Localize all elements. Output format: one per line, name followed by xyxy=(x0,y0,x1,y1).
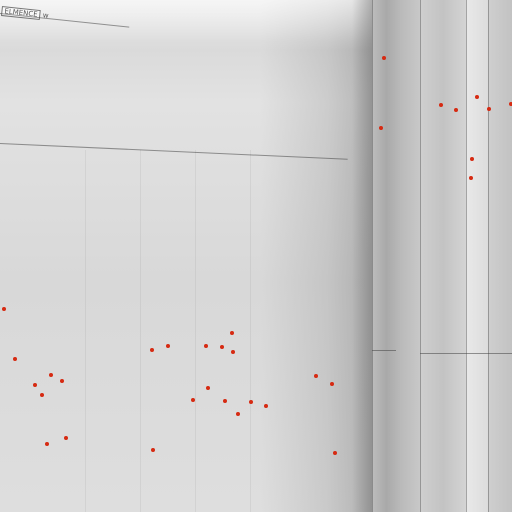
red-dot xyxy=(206,386,210,390)
red-dot xyxy=(45,442,49,446)
red-dot xyxy=(151,448,155,452)
red-dot xyxy=(314,374,318,378)
red-dot xyxy=(49,373,53,377)
strip-b xyxy=(420,0,466,512)
red-dot xyxy=(487,107,491,111)
strip-d xyxy=(488,0,512,512)
red-dot xyxy=(230,331,234,335)
red-dot xyxy=(191,398,195,402)
strip-rule xyxy=(372,350,396,351)
red-dot xyxy=(64,436,68,440)
red-dot xyxy=(204,344,208,348)
red-dot xyxy=(60,379,64,383)
strip-a xyxy=(372,0,420,512)
red-dot xyxy=(470,157,474,161)
red-dot xyxy=(220,345,224,349)
red-dot xyxy=(33,383,37,387)
fold-edge xyxy=(352,0,372,512)
grid-line xyxy=(195,150,196,512)
strip-c xyxy=(466,0,488,512)
red-dot xyxy=(439,103,443,107)
grid-line xyxy=(250,150,251,512)
red-dot xyxy=(333,451,337,455)
main-panel: ELMENCE w xyxy=(0,0,372,512)
red-dot xyxy=(475,95,479,99)
red-dot xyxy=(2,307,6,311)
red-dot xyxy=(379,126,383,130)
red-dot xyxy=(13,357,17,361)
axis-rule xyxy=(0,143,348,160)
red-dot xyxy=(231,350,235,354)
grid-line xyxy=(140,150,141,512)
red-dot xyxy=(150,348,154,352)
red-dot xyxy=(166,344,170,348)
panel-top-shade xyxy=(0,0,372,50)
red-dot xyxy=(469,176,473,180)
red-dot xyxy=(249,400,253,404)
red-dot xyxy=(264,404,268,408)
red-dot xyxy=(223,399,227,403)
red-dot xyxy=(236,412,240,416)
grid-line xyxy=(85,150,86,512)
red-dot xyxy=(330,382,334,386)
red-dot xyxy=(40,393,44,397)
red-dot xyxy=(509,102,512,106)
seam xyxy=(420,0,421,512)
red-dot xyxy=(382,56,386,60)
seam xyxy=(466,0,467,512)
seam xyxy=(372,0,373,512)
red-dot xyxy=(454,108,458,112)
strip-rule xyxy=(420,353,512,354)
seam xyxy=(488,0,489,512)
